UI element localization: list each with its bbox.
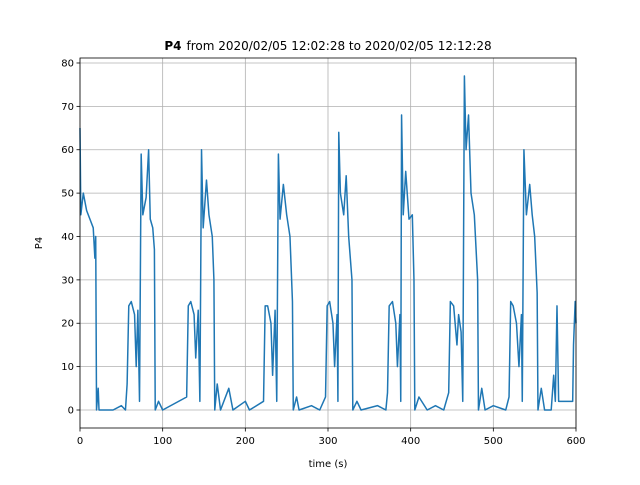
y-tick-label: 30 [61,275,74,286]
y-tick-label: 20 [61,319,74,330]
x-axis-label: time (s) [309,459,348,470]
y-tick-label: 50 [61,189,74,200]
y-axis-label: P4 [34,237,45,249]
y-tick-label: 80 [61,58,74,69]
y-tick-label: 0 [68,405,74,416]
title-text: from 2020/02/05 12:02:28 to 2020/02/05 1… [186,39,491,53]
data-line [79,75,577,411]
x-tick-label: 300 [318,436,337,447]
x-tick-label: 100 [153,436,172,447]
chart-title: P4 from 2020/02/05 12:02:28 to 2020/02/05… [164,39,491,53]
y-tick-label: 70 [61,102,74,113]
x-tick-label: 500 [484,436,503,447]
plot-area [79,75,577,411]
y-tick-label: 40 [61,232,74,243]
x-tick-label: 600 [566,436,585,447]
y-tick-label: 10 [61,362,74,373]
x-tick-label: 0 [77,436,83,447]
title-bold: P4 [164,39,181,53]
x-tick-label: 400 [401,436,420,447]
y-tick-label: 60 [61,145,74,156]
x-tick-label: 200 [236,436,255,447]
